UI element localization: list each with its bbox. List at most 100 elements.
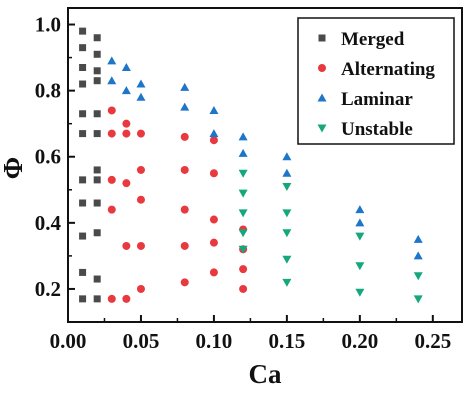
legend-alternating-label: Alternating bbox=[341, 59, 435, 80]
laminar-point bbox=[136, 92, 146, 101]
y-axis-title: Φ bbox=[0, 157, 28, 179]
merged-point bbox=[79, 27, 87, 35]
alternating-point bbox=[180, 241, 189, 250]
merged-point bbox=[79, 232, 87, 240]
alternating-point bbox=[209, 238, 218, 247]
laminar-point bbox=[282, 168, 292, 177]
unstable-point bbox=[238, 189, 248, 198]
unstable-point bbox=[413, 272, 423, 281]
merged-point bbox=[79, 130, 87, 138]
alternating-point bbox=[122, 119, 131, 128]
laminar-point bbox=[209, 129, 219, 138]
alternating-point bbox=[122, 129, 131, 138]
legend-laminar-label: Laminar bbox=[341, 89, 413, 110]
alternating-point bbox=[136, 129, 145, 138]
alternating-point bbox=[209, 215, 218, 224]
alternating-point bbox=[136, 195, 145, 204]
data-points bbox=[79, 27, 423, 304]
laminar-point bbox=[282, 152, 292, 161]
unstable-point bbox=[238, 209, 248, 218]
laminar-point bbox=[121, 62, 131, 71]
legend-laminar-marker bbox=[317, 93, 327, 102]
merged-point bbox=[79, 176, 87, 184]
laminar-point bbox=[238, 148, 248, 157]
alternating-point bbox=[239, 284, 248, 293]
merged-point bbox=[93, 176, 101, 184]
alternating-point bbox=[107, 294, 116, 303]
merged-point bbox=[79, 268, 87, 276]
y-tick-label: 0.2 bbox=[35, 277, 61, 301]
unstable-point bbox=[282, 229, 292, 238]
alternating-point bbox=[180, 205, 189, 214]
laminar-point bbox=[413, 234, 423, 243]
laminar-point bbox=[107, 56, 117, 65]
y-tick-label: 0.4 bbox=[35, 211, 62, 235]
alternating-point bbox=[107, 205, 116, 214]
merged-point bbox=[79, 80, 87, 88]
merged-point bbox=[93, 166, 101, 174]
alternating-point bbox=[180, 165, 189, 174]
alternating-point bbox=[239, 265, 248, 274]
alternating-point bbox=[122, 241, 131, 250]
legend-unstable-label: Unstable bbox=[341, 119, 413, 140]
legend-unstable-marker bbox=[317, 124, 327, 133]
merged-point bbox=[79, 295, 87, 303]
unstable-point bbox=[238, 169, 248, 178]
alternating-point bbox=[136, 165, 145, 174]
laminar-point bbox=[107, 76, 117, 85]
merged-point bbox=[93, 110, 101, 118]
alternating-point bbox=[107, 129, 116, 138]
laminar-point bbox=[355, 205, 365, 214]
alternating-point bbox=[209, 268, 218, 277]
legend-merged-label: Merged bbox=[341, 29, 405, 50]
merged-point bbox=[93, 67, 101, 75]
merged-point bbox=[93, 229, 101, 237]
alternating-point bbox=[122, 294, 131, 303]
alternating-point bbox=[122, 179, 131, 188]
x-tick-label: 0.10 bbox=[196, 329, 233, 353]
y-tick-label: 1.0 bbox=[35, 13, 61, 37]
unstable-point bbox=[282, 255, 292, 264]
merged-point bbox=[93, 77, 101, 85]
laminar-point bbox=[121, 86, 131, 95]
merged-point bbox=[93, 295, 101, 303]
unstable-point bbox=[238, 245, 248, 254]
merged-point bbox=[93, 50, 101, 58]
unstable-point bbox=[413, 295, 423, 304]
laminar-point bbox=[180, 82, 190, 91]
x-tick-label: 0.25 bbox=[414, 329, 451, 353]
unstable-point bbox=[355, 262, 365, 271]
unstable-point bbox=[282, 209, 292, 218]
alternating-point bbox=[107, 106, 116, 115]
x-tick-label: 0.05 bbox=[123, 329, 160, 353]
merged-point bbox=[79, 110, 87, 118]
legend-alternating-marker bbox=[318, 64, 326, 72]
laminar-point bbox=[209, 105, 219, 114]
unstable-point bbox=[282, 278, 292, 287]
alternating-point bbox=[180, 132, 189, 141]
x-axis-title: Ca bbox=[249, 359, 282, 389]
laminar-point bbox=[180, 102, 190, 111]
alternating-point bbox=[209, 169, 218, 178]
x-tick-label: 0.00 bbox=[50, 329, 87, 353]
merged-point bbox=[93, 130, 101, 138]
merged-point bbox=[93, 199, 101, 207]
merged-point bbox=[93, 34, 101, 42]
merged-point bbox=[79, 199, 87, 207]
x-tick-label: 0.15 bbox=[269, 329, 306, 353]
y-tick-label: 0.6 bbox=[35, 145, 61, 169]
alternating-point bbox=[180, 278, 189, 287]
y-tick-label: 0.8 bbox=[35, 79, 61, 103]
unstable-point bbox=[282, 182, 292, 191]
merged-point bbox=[93, 275, 101, 283]
legend: Merged Alternating Laminar Unstable bbox=[297, 17, 455, 145]
merged-point bbox=[79, 44, 87, 52]
laminar-point bbox=[413, 251, 423, 260]
alternating-point bbox=[107, 175, 116, 184]
x-tick-label: 0.20 bbox=[341, 329, 378, 353]
laminar-point bbox=[238, 132, 248, 141]
plot-frame bbox=[67, 7, 463, 323]
axis-ticks: 0.00 0.05 0.10 0.15 0.20 0.25 0.2 0.4 0.6 0.8 1.0 bbox=[35, 13, 451, 353]
unstable-point bbox=[355, 232, 365, 241]
